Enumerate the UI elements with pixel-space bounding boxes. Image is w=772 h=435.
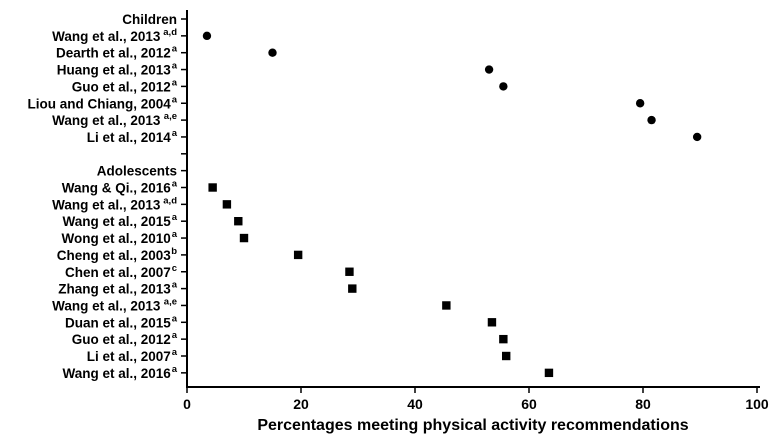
point-square: [293, 250, 303, 260]
category-superscript: a: [172, 179, 178, 190]
point-circle: [499, 82, 508, 91]
category-superscript: a: [172, 330, 178, 341]
category-superscript: a: [172, 229, 178, 240]
group-header: Children: [122, 12, 177, 27]
category-label: Wang et al., 2013: [52, 113, 161, 128]
category-label: Zhang et al., 2013: [58, 282, 171, 297]
category-superscript: a: [172, 44, 178, 55]
x-tick-label: 80: [635, 396, 651, 412]
category-label: Guo et al., 2012: [72, 79, 171, 94]
category-superscript: a: [172, 347, 178, 358]
point-square: [222, 200, 232, 209]
point-circle: [202, 31, 212, 41]
point-square: [487, 318, 497, 327]
category-label: Wang et al., 2013: [52, 29, 161, 44]
point-square: [544, 368, 554, 378]
category-label: Wang et al., 2016: [63, 366, 172, 381]
point-square: [442, 301, 451, 310]
category-superscript: a: [172, 94, 178, 105]
category-superscript: a: [172, 77, 178, 88]
x-tick-label: 20: [293, 396, 309, 412]
category-superscript: a,e: [164, 111, 177, 122]
x-tick-label: 40: [407, 396, 423, 412]
category-superscript: a: [172, 280, 178, 291]
category-label: Dearth et al., 2012: [56, 46, 171, 61]
category-label: Huang et al., 2013: [57, 63, 172, 78]
point-square: [239, 233, 249, 243]
x-tick-label: 60: [521, 396, 537, 412]
category-label: Wang & Qi., 2016: [62, 181, 172, 196]
point-circle: [647, 115, 656, 125]
x-ticks: 0 20 40 60 80 100: [183, 387, 769, 412]
point-square: [499, 334, 508, 344]
category-label: Guo et al., 2012: [72, 332, 171, 347]
category-superscript: a: [172, 128, 178, 139]
point-square: [348, 284, 357, 293]
category-label: Li et al., 2007: [87, 349, 171, 364]
category-label: Wong et al., 2010: [62, 231, 171, 246]
category-superscript: a,d: [163, 27, 177, 38]
point-square: [208, 183, 217, 192]
point-square: [345, 267, 354, 276]
group-header: Adolescents: [97, 164, 177, 179]
category-superscript: c: [172, 263, 177, 274]
category-superscript: a: [172, 212, 178, 223]
category-superscript: a,d: [163, 195, 177, 206]
data-points: [202, 31, 702, 378]
category-superscript: b: [171, 246, 177, 257]
category-label: Wang et al., 2013: [52, 298, 161, 313]
point-circle: [484, 65, 494, 74]
point-circle: [692, 132, 702, 142]
category-superscript: a: [172, 313, 178, 324]
category-superscript: a,e: [164, 296, 177, 307]
point-circle: [635, 99, 645, 108]
y-ticks: [181, 18, 187, 374]
category-superscript: a: [172, 61, 178, 72]
category-label: Cheng et al., 2003: [57, 248, 172, 263]
point-circle: [268, 48, 277, 57]
category-label: Chen et al., 2007: [65, 265, 171, 280]
category-label: Wang et al., 2015: [63, 214, 172, 229]
x-tick-label: 0: [183, 396, 191, 412]
point-square: [502, 351, 511, 361]
category-label: Liou and Chiang, 2004: [28, 96, 172, 111]
category-label: Li et al., 2014: [87, 130, 172, 145]
category-superscript: a: [172, 364, 178, 375]
category-label: Duan et al., 2015: [65, 315, 171, 330]
point-square: [234, 217, 243, 226]
category-label: Wang et al., 2013: [52, 197, 161, 212]
x-axis-title: Percentages meeting physical activity re…: [257, 417, 688, 434]
x-tick-label: 100: [745, 396, 769, 412]
